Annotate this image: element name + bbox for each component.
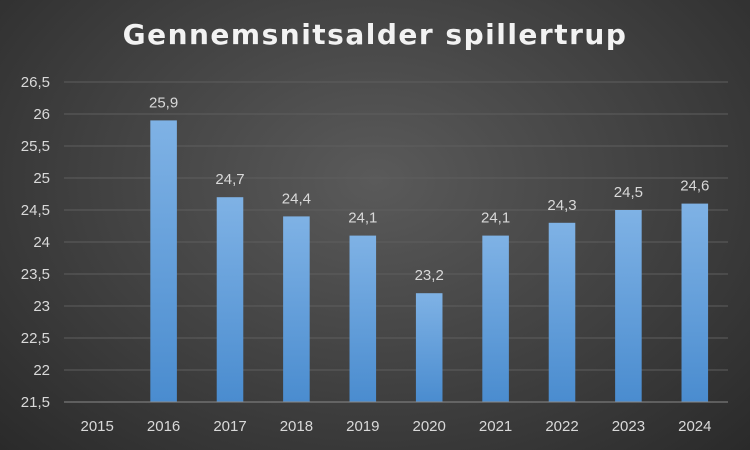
bar-2024 [681,203,709,402]
data-label-2022: 24,3 [547,197,576,214]
data-label-2016: 25,9 [149,94,178,111]
x-tick-label: 2021 [479,418,512,435]
data-label-2018: 24,4 [282,190,311,207]
data-labels: 25,9 24,7 24,4 24,1 23,2 24,1 24,3 24,5 24,6 [149,94,709,284]
y-tick-label: 22,5 [21,330,50,347]
y-tick-label: 21,5 [21,394,50,411]
chart-title: Gennemsnitsalder spillertrup [122,18,628,51]
x-axis-tick-labels: 2015 2016 2017 2018 2019 2020 2021 2022 2023 2024 [81,418,712,435]
y-tick-label: 26 [33,106,50,123]
y-tick-label: 22 [33,362,50,379]
y-tick-label: 24 [33,234,50,251]
data-label-2019: 24,1 [348,210,377,227]
x-tick-label: 2023 [612,418,645,435]
bar-2017 [216,197,244,402]
bar-2021 [482,235,509,402]
y-tick-label: 23 [33,298,50,315]
bar-2023 [615,210,642,402]
bar-2016 [150,120,177,403]
bar-2018 [283,216,310,402]
x-tick-label: 2018 [280,418,313,435]
bars [150,120,709,403]
y-tick-label: 26,5 [21,74,50,91]
y-tick-label: 23,5 [21,266,50,283]
x-tick-label: 2020 [413,418,446,435]
y-axis-tick-labels: 21,5 22 22,5 23 23,5 24 24,5 25 25,5 26 26,5 [21,74,50,411]
bar-2022 [548,222,576,402]
data-label-2024: 24,6 [680,178,709,195]
x-tick-label: 2015 [81,418,114,435]
x-tick-label: 2017 [213,418,246,435]
x-tick-label: 2016 [147,418,180,435]
x-tick-label: 2019 [346,418,379,435]
data-label-2021: 24,1 [481,210,510,227]
x-tick-label: 2024 [678,418,711,435]
x-tick-label: 2022 [545,418,578,435]
data-label-2017: 24,7 [215,171,244,188]
bar-2020 [415,293,443,402]
bar-2019 [349,235,377,402]
data-label-2023: 24,5 [614,184,643,201]
data-label-2020: 23,2 [415,267,444,284]
y-tick-label: 24,5 [21,202,50,219]
y-tick-label: 25 [33,170,50,187]
y-tick-label: 25,5 [21,138,50,155]
